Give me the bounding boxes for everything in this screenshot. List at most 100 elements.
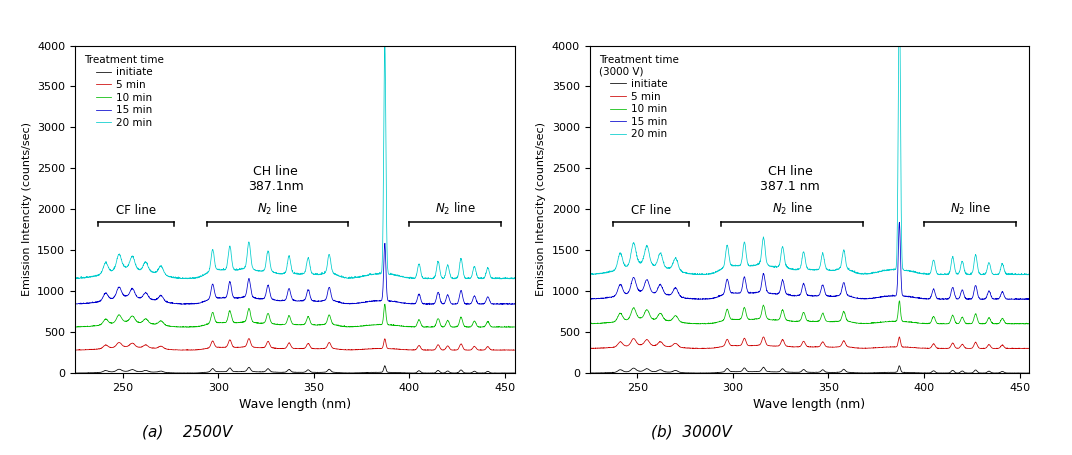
20 min: [508, 275, 521, 280]
initiate: [951, 370, 964, 376]
20 min: [644, 258, 657, 263]
X-axis label: Wave length (nm): Wave length (nm): [754, 399, 865, 411]
initiate: [819, 369, 832, 374]
Text: $N_2$ line: $N_2$ line: [257, 201, 298, 217]
20 min: [921, 271, 934, 277]
5 min: [406, 347, 419, 353]
5 min: [436, 347, 449, 353]
5 min: [1021, 346, 1033, 351]
20 min: [494, 276, 507, 282]
15 min: [893, 219, 906, 225]
10 min: [130, 318, 143, 324]
20 min: [940, 272, 953, 278]
Text: CF line: CF line: [116, 204, 157, 217]
15 min: [304, 296, 317, 301]
20 min: [436, 275, 449, 281]
Legend: initiate, 5 min, 10 min, 15 min, 20 min: initiate, 5 min, 10 min, 15 min, 20 min: [80, 51, 168, 132]
10 min: [474, 324, 487, 330]
10 min: [69, 324, 81, 330]
15 min: [819, 291, 832, 297]
5 min: [921, 346, 934, 351]
initiate: [219, 369, 232, 374]
20 min: [314, 272, 327, 277]
Legend: initiate, 5 min, 10 min, 15 min, 20 min: initiate, 5 min, 10 min, 15 min, 20 min: [595, 51, 683, 144]
5 min: [1023, 346, 1036, 351]
15 min: [314, 298, 327, 304]
Text: $N_2$ line: $N_2$ line: [435, 201, 476, 217]
15 min: [378, 241, 391, 246]
Line: 15 min: 15 min: [75, 243, 515, 304]
initiate: [130, 369, 143, 374]
15 min: [508, 301, 521, 307]
Line: 10 min: 10 min: [590, 301, 1029, 324]
Text: $N_2$ line: $N_2$ line: [950, 201, 991, 217]
initiate: [406, 370, 419, 376]
5 min: [462, 348, 475, 353]
initiate: [644, 368, 657, 374]
initiate: [893, 363, 906, 369]
initiate: [461, 370, 474, 376]
10 min: [1023, 321, 1036, 326]
Text: $N_2$ line: $N_2$ line: [772, 201, 813, 217]
Line: initiate: initiate: [590, 366, 1029, 373]
Line: initiate: initiate: [75, 366, 515, 373]
initiate: [583, 370, 596, 376]
initiate: [436, 370, 449, 376]
20 min: [219, 267, 232, 273]
10 min: [644, 314, 657, 319]
20 min: [130, 263, 143, 269]
15 min: [1023, 296, 1036, 302]
10 min: [733, 316, 746, 322]
initiate: [378, 363, 391, 369]
initiate: [921, 370, 934, 376]
5 min: [733, 343, 746, 349]
10 min: [406, 324, 419, 330]
initiate: [733, 369, 746, 374]
10 min: [508, 324, 521, 330]
initiate: [304, 369, 317, 374]
X-axis label: Wave length (nm): Wave length (nm): [239, 399, 351, 411]
20 min: [69, 276, 81, 281]
5 min: [304, 345, 317, 351]
5 min: [508, 347, 521, 353]
5 min: [219, 344, 232, 350]
15 min: [733, 290, 746, 296]
20 min: [583, 271, 596, 277]
Y-axis label: Emission Intencity (counts/sec): Emission Intencity (counts/sec): [536, 122, 547, 296]
10 min: [436, 324, 449, 329]
10 min: [314, 322, 327, 327]
5 min: [893, 334, 906, 339]
Text: CH line
387.1 nm: CH line 387.1 nm: [760, 165, 820, 193]
Line: 5 min: 5 min: [75, 339, 515, 350]
Text: CF line: CF line: [630, 204, 671, 217]
15 min: [406, 301, 419, 307]
20 min: [951, 271, 964, 276]
10 min: [378, 301, 391, 307]
Line: 20 min: 20 min: [75, 45, 515, 279]
Line: 20 min: 20 min: [590, 0, 1029, 275]
initiate: [977, 370, 989, 376]
20 min: [1023, 271, 1036, 277]
20 min: [819, 263, 832, 269]
initiate: [1023, 370, 1036, 376]
20 min: [304, 268, 317, 273]
5 min: [829, 344, 842, 350]
15 min: [829, 293, 842, 299]
10 min: [829, 318, 842, 324]
15 min: [505, 302, 518, 307]
15 min: [644, 287, 657, 292]
10 min: [951, 321, 964, 326]
10 min: [893, 298, 906, 303]
Y-axis label: Emission Intencity (counts/sec): Emission Intencity (counts/sec): [21, 122, 32, 296]
5 min: [644, 341, 657, 347]
5 min: [951, 345, 964, 351]
15 min: [1022, 297, 1034, 302]
20 min: [829, 268, 842, 273]
15 min: [921, 296, 934, 302]
10 min: [921, 320, 934, 326]
10 min: [304, 320, 317, 326]
5 min: [819, 343, 832, 349]
15 min: [436, 301, 449, 306]
Text: (b)  3000V: (b) 3000V: [651, 425, 732, 440]
15 min: [583, 296, 596, 302]
